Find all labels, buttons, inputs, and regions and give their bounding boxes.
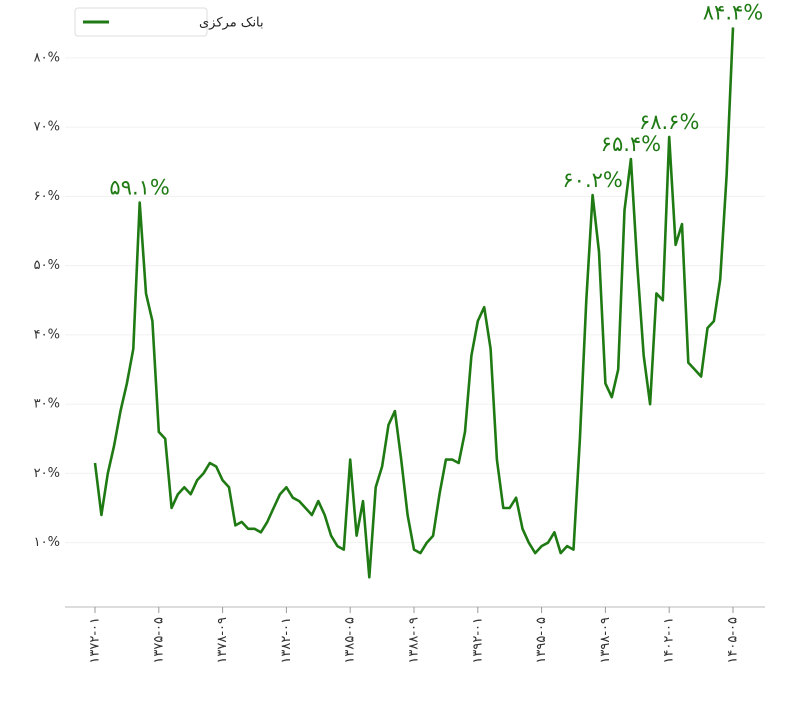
x-tick-label: ۱۳۸۸-۰۹ [407,617,422,664]
x-tick-label: ۱۳۸۲-۰۱ [279,617,294,664]
y-tick-label: ۶۰% [34,189,60,204]
y-tick-label: ۷۰% [34,120,60,135]
value-label: ۵۹.۱% [109,176,169,200]
value-label: ۶۰.۲% [562,168,622,192]
y-tick-label: ۸۰% [34,50,60,65]
legend-label: بانک مرکزی [199,16,264,31]
y-tick-label: ۱۰% [34,535,60,550]
x-tick-label: ۱۳۷۵-۰۵ [151,617,166,664]
x-tick-label: ۱۴۰۲-۰۱ [662,617,677,664]
x-tick-label: ۱۳۷۲-۰۱ [88,617,103,664]
x-tick-label: ۱۳۹۲-۰۱ [470,617,485,664]
line-series [93,27,735,579]
x-tick-label: ۱۳۹۸-۰۹ [598,617,613,664]
y-tick-label: ۴۰% [34,327,60,342]
value-label: ۶۵.۴% [601,132,661,156]
x-tick-label: ۱۳۸۵-۰۵ [343,617,358,664]
y-tick-label: ۲۰% [34,466,60,481]
x-tick-label: ۱۴۰۵-۰۵ [726,617,741,664]
legend-box [74,7,208,37]
y-tick-label: ۳۰% [34,397,60,412]
legend: بانک مرکزی [74,7,264,37]
x-tick-label: ۱۳۹۵-۰۵ [534,617,549,664]
y-tick-label: ۵۰% [34,258,60,273]
x-tick-label: ۱۳۷۸-۰۹ [215,617,230,664]
value-label: ۸۴.۴% [703,0,763,24]
value-label: ۶۸.۶% [639,110,699,134]
